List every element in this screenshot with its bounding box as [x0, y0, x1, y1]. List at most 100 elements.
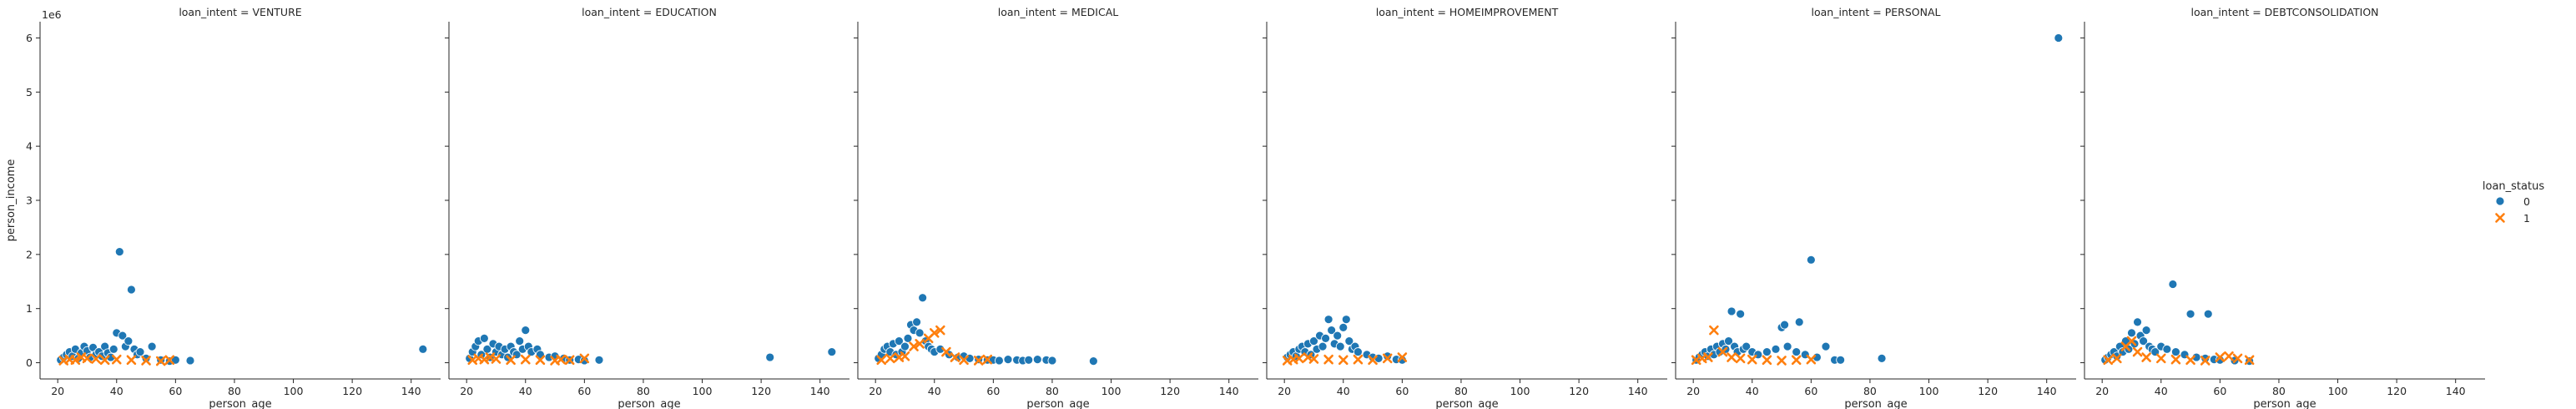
point-status-1 [1762, 355, 1772, 366]
x-tick-label: 60 [169, 385, 182, 397]
point-status-1 [535, 355, 546, 366]
point-status-1 [1308, 354, 1319, 364]
point-status-0 [147, 341, 157, 351]
point-status-1 [1703, 352, 1713, 362]
point-status-1 [491, 354, 502, 364]
y-tick-label: 2 [26, 248, 33, 260]
point-status-0 [2133, 317, 2142, 327]
point-status-0 [1333, 331, 1343, 341]
point-status-0 [1327, 326, 1337, 336]
data-points [874, 293, 1098, 366]
point-status-0 [2203, 309, 2213, 319]
x-tick-label: 20 [51, 385, 64, 397]
x-tick-label: 140 [1219, 385, 1239, 397]
x-tick-label: 120 [751, 385, 771, 397]
x-tick-label: 120 [342, 385, 362, 397]
x-tick-label: 100 [284, 385, 304, 397]
point-status-1 [950, 352, 960, 362]
point-status-0 [2171, 347, 2180, 356]
x-tick-label: 20 [1278, 385, 1291, 397]
point-status-1 [126, 355, 137, 366]
point-status-0 [2127, 328, 2136, 338]
point-status-0 [2054, 33, 2064, 43]
point-status-0 [1024, 355, 1034, 365]
point-status-0 [170, 355, 180, 365]
x-tick-label: 80 [228, 385, 241, 397]
point-status-1 [2126, 336, 2137, 346]
point-status-1 [2170, 354, 2181, 365]
y-offset-label: 1e6 [42, 8, 62, 21]
point-status-0 [1032, 355, 1042, 365]
legend-label: 0 [2523, 195, 2530, 208]
x-tick-label: 120 [1160, 385, 1180, 397]
point-status-1 [2112, 353, 2122, 364]
point-status-1 [935, 325, 945, 336]
point-status-0 [1792, 347, 1802, 356]
facet-panel: loan_intent = PERSONAL 20 40 60 80 100 120 140 p… [1671, 6, 2076, 409]
point-status-0 [1335, 341, 1345, 351]
point-status-1 [1338, 355, 1348, 366]
facet-panel: loan_intent = MEDICAL 20 40 60 80 100 120 140 pe… [854, 6, 1258, 409]
point-status-1 [1709, 325, 1719, 336]
point-status-1 [1368, 355, 1378, 366]
point-status-0 [2200, 353, 2211, 363]
point-status-1 [2185, 355, 2195, 366]
x-tick-label: 40 [110, 385, 124, 397]
point-status-1 [1717, 346, 1728, 357]
x-axis-label: person_age [2253, 398, 2316, 409]
point-status-0 [1724, 336, 1733, 346]
legend-title: loan_status [2483, 180, 2544, 193]
point-status-0 [2162, 344, 2172, 354]
point-status-1 [141, 356, 151, 366]
x-tick-label: 20 [2095, 385, 2109, 397]
point-status-0 [1338, 322, 1348, 332]
data-points [56, 247, 428, 366]
point-status-0 [114, 247, 124, 257]
x-tick-label: 20 [460, 385, 473, 397]
legend-marker-x [2495, 213, 2505, 223]
point-status-1 [1323, 354, 1333, 365]
x-axis-label: person_age [618, 398, 680, 409]
x-tick-label: 60 [1395, 385, 1409, 397]
point-status-1 [82, 353, 93, 364]
point-status-0 [900, 341, 910, 351]
point-status-0 [579, 356, 589, 366]
point-status-1 [70, 355, 81, 366]
point-status-0 [1323, 315, 1333, 325]
point-status-1 [1294, 353, 1304, 364]
point-status-1 [164, 355, 175, 366]
x-tick-label: 40 [928, 385, 941, 397]
point-status-1 [1791, 355, 1802, 366]
point-status-1 [909, 341, 919, 351]
point-status-0 [1341, 315, 1351, 325]
point-status-1 [2224, 351, 2234, 361]
x-tick-label: 140 [2446, 385, 2466, 397]
point-status-1 [579, 353, 590, 364]
point-status-0 [918, 293, 928, 303]
point-status-0 [521, 326, 531, 336]
point-status-0 [895, 336, 904, 346]
point-status-0 [1321, 333, 1330, 343]
x-tick-label: 40 [1337, 385, 1350, 397]
data-points [2100, 280, 2255, 366]
point-status-0 [765, 352, 775, 362]
x-axis-label: person_age [1844, 398, 1907, 409]
point-status-0 [135, 347, 145, 356]
point-status-0 [1736, 309, 1746, 319]
data-points [1691, 33, 2064, 366]
legend-label: 1 [2523, 212, 2530, 225]
x-tick-label: 80 [1046, 385, 1059, 397]
point-status-0 [915, 328, 925, 338]
facet-title: loan_intent = MEDICAL [998, 6, 1118, 18]
point-status-1 [1735, 353, 1746, 364]
point-status-0 [1309, 336, 1318, 346]
x-tick-label: 60 [2213, 385, 2226, 397]
point-status-0 [185, 356, 195, 366]
point-status-1 [1806, 354, 1817, 365]
point-status-1 [982, 354, 993, 365]
point-status-0 [594, 355, 604, 365]
point-status-1 [915, 339, 925, 349]
point-status-0 [1383, 351, 1393, 361]
point-status-1 [876, 355, 887, 366]
